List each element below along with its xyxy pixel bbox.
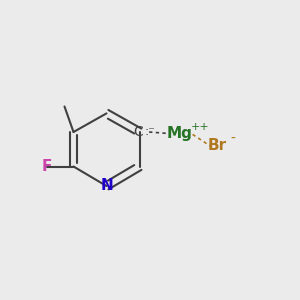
Text: N: N [100,178,113,194]
Text: :⁻: :⁻ [145,125,156,138]
Text: ++: ++ [191,122,210,132]
Text: Mg: Mg [167,126,193,141]
Text: -: - [231,132,236,146]
Text: C: C [133,125,143,139]
Text: F: F [41,159,52,174]
Text: Br: Br [208,138,227,153]
